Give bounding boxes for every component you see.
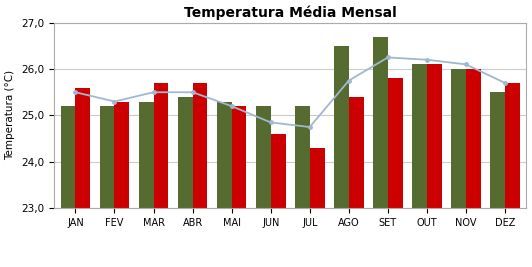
Bar: [451, 69, 466, 208]
Bar: [256, 106, 271, 208]
Bar: [466, 69, 481, 208]
Bar: [334, 46, 349, 208]
Y-axis label: Temperatura (°C): Temperatura (°C): [5, 70, 15, 160]
Bar: [61, 106, 76, 208]
Bar: [231, 106, 246, 208]
Bar: [490, 92, 505, 208]
Bar: [193, 83, 207, 208]
Bar: [114, 101, 129, 208]
Bar: [427, 64, 442, 208]
Bar: [388, 78, 403, 208]
Bar: [412, 64, 427, 208]
Bar: [373, 37, 388, 208]
Bar: [217, 101, 231, 208]
Bar: [310, 148, 325, 208]
Bar: [505, 83, 520, 208]
Bar: [349, 97, 363, 208]
Bar: [178, 97, 193, 208]
Title: Temperatura Média Mensal: Temperatura Média Mensal: [184, 6, 396, 20]
Bar: [295, 106, 310, 208]
Bar: [154, 83, 168, 208]
Bar: [139, 101, 154, 208]
Bar: [76, 88, 90, 208]
Bar: [99, 106, 114, 208]
Bar: [271, 134, 286, 208]
